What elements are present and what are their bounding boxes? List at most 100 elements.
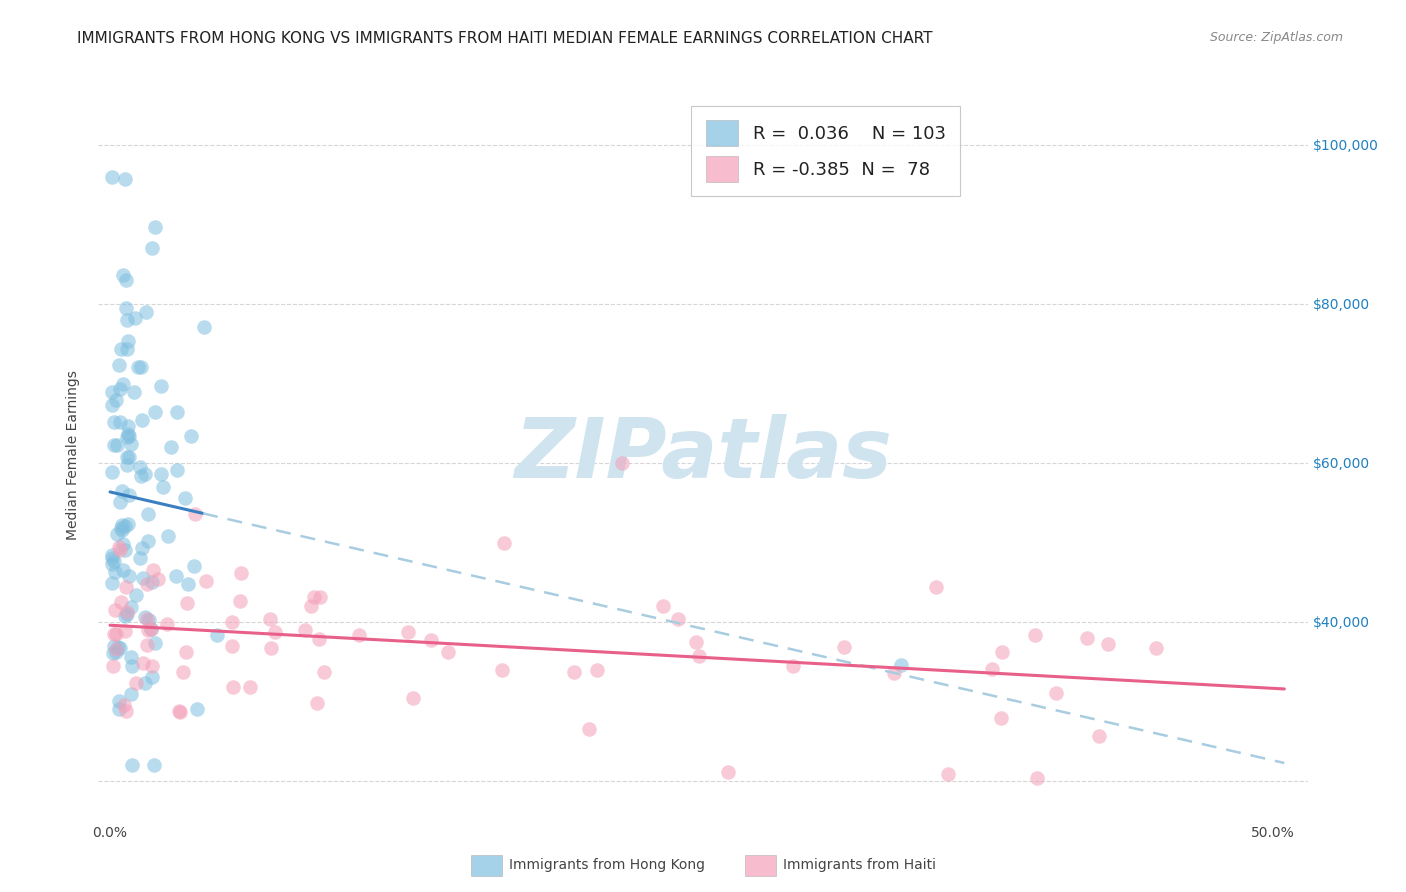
Point <box>117 342 139 356</box>
Point <box>114 624 136 638</box>
Point <box>309 590 332 604</box>
Point <box>110 543 132 558</box>
Point <box>176 596 198 610</box>
Point <box>104 627 127 641</box>
Point <box>115 273 138 287</box>
Point <box>104 603 127 617</box>
Point <box>115 605 138 619</box>
Point <box>578 722 600 736</box>
Point <box>264 624 287 639</box>
Point <box>138 613 160 627</box>
Point <box>117 458 139 473</box>
Point <box>108 540 131 554</box>
Point <box>120 599 142 614</box>
Point <box>222 680 245 694</box>
Point <box>120 650 142 665</box>
Point <box>105 527 128 541</box>
Point <box>114 519 136 533</box>
Point <box>143 758 166 772</box>
Point <box>174 645 197 659</box>
Point <box>120 437 142 451</box>
Point <box>229 566 252 580</box>
Point <box>127 360 149 375</box>
Point <box>420 632 443 647</box>
Point <box>118 488 141 502</box>
Point <box>114 301 136 316</box>
Point <box>688 649 710 664</box>
Point <box>136 577 159 591</box>
Point <box>110 382 132 396</box>
Point <box>165 568 187 582</box>
Point <box>103 438 125 452</box>
Point <box>152 480 174 494</box>
Point <box>117 334 139 348</box>
Point <box>308 632 330 646</box>
Point <box>141 575 163 590</box>
Point <box>103 640 125 654</box>
Point <box>1045 686 1067 700</box>
Point <box>115 429 138 443</box>
Point <box>110 495 132 509</box>
Point <box>115 450 138 465</box>
Point <box>166 463 188 477</box>
Point <box>177 577 200 591</box>
Point <box>666 612 689 626</box>
Point <box>111 268 134 282</box>
Point <box>143 405 166 419</box>
Point <box>115 607 138 622</box>
Point <box>172 665 194 679</box>
Point <box>195 574 218 589</box>
Text: Immigrants from Hong Kong: Immigrants from Hong Kong <box>509 858 704 872</box>
Point <box>221 639 243 653</box>
Point <box>717 764 740 779</box>
Point <box>103 659 125 673</box>
Point <box>108 694 131 708</box>
Point <box>169 705 191 719</box>
Point <box>107 640 129 654</box>
Point <box>492 536 515 550</box>
Point <box>183 558 205 573</box>
Point <box>136 623 159 637</box>
Point <box>117 429 139 443</box>
Point <box>114 172 136 186</box>
Point <box>111 483 134 498</box>
Point <box>108 701 131 715</box>
Legend: R =  0.036    N = 103, R = -0.385  N =  78: R = 0.036 N = 103, R = -0.385 N = 78 <box>692 105 960 196</box>
Point <box>107 358 129 372</box>
Point <box>180 429 202 443</box>
Point <box>132 656 155 670</box>
Point <box>112 537 135 551</box>
Point <box>103 626 125 640</box>
Point <box>118 569 141 583</box>
Point <box>145 636 167 650</box>
Point <box>136 507 159 521</box>
Point <box>101 646 124 660</box>
Point <box>129 469 152 483</box>
Point <box>134 675 156 690</box>
Point <box>890 657 912 672</box>
Point <box>1097 637 1119 651</box>
Point <box>101 575 124 590</box>
Point <box>108 640 131 655</box>
Point <box>160 440 183 454</box>
Point <box>122 385 145 400</box>
Point <box>396 624 419 639</box>
Point <box>114 608 136 623</box>
Point <box>120 687 142 701</box>
Text: IMMIGRANTS FROM HONG KONG VS IMMIGRANTS FROM HAITI MEDIAN FEMALE EARNINGS CORREL: IMMIGRANTS FROM HONG KONG VS IMMIGRANTS … <box>77 31 932 46</box>
Point <box>1076 631 1098 645</box>
Point <box>184 507 207 521</box>
Point <box>141 658 163 673</box>
Point <box>108 415 131 429</box>
Point <box>586 664 609 678</box>
Point <box>104 641 127 656</box>
Point <box>110 521 132 535</box>
Point <box>131 412 153 426</box>
Point <box>105 392 128 407</box>
Point <box>186 701 208 715</box>
Point <box>129 460 152 475</box>
Point <box>111 524 134 538</box>
Point <box>131 541 153 555</box>
Point <box>115 313 138 327</box>
Point <box>990 711 1012 725</box>
